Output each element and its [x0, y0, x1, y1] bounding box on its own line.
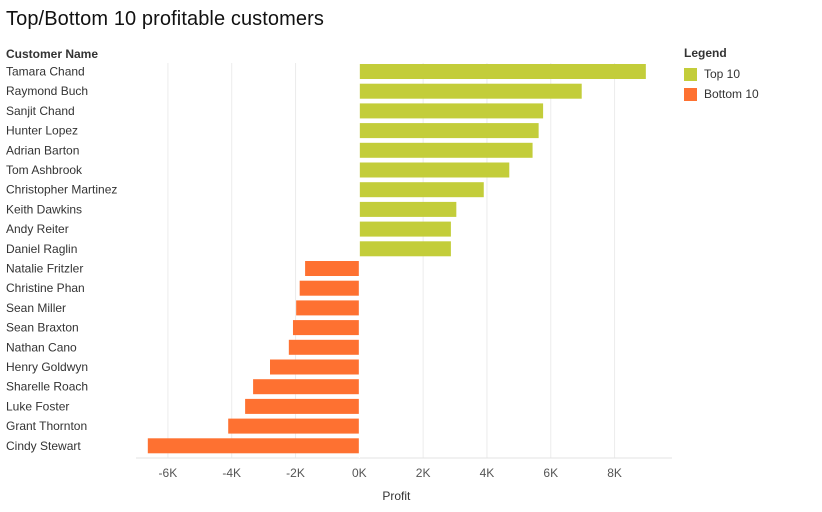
category-label: Christine Phan	[6, 281, 85, 295]
legend-swatch-top-10	[684, 67, 697, 81]
category-label: Andy Reiter	[6, 222, 69, 236]
category-label: Sean Braxton	[6, 321, 79, 335]
legend-swatch-bottom-10	[684, 87, 697, 101]
category-label: Sharelle Roach	[6, 380, 88, 394]
legend-item-bottom-10[interactable]: Bottom 10	[684, 84, 759, 104]
x-tick-label: 0K	[352, 466, 367, 480]
legend-item-top-10[interactable]: Top 10	[684, 64, 759, 84]
bar	[359, 241, 451, 257]
legend: Legend Top 10 Bottom 10	[684, 46, 759, 104]
category-label: Luke Foster	[6, 399, 69, 413]
x-tick-label: 2K	[416, 466, 431, 480]
legend-label-top-10: Top 10	[704, 67, 741, 81]
bar	[359, 123, 539, 139]
bar	[305, 261, 360, 276]
bar	[288, 339, 360, 355]
category-label: Henry Goldwyn	[6, 360, 88, 374]
category-label: Tom Ashbrook	[6, 163, 83, 177]
bar	[228, 418, 360, 434]
bar	[253, 379, 360, 395]
row-header: Customer Name	[6, 47, 99, 61]
x-tick-label: -4K	[222, 466, 241, 480]
x-tick-label: -6K	[159, 466, 178, 480]
category-label: Sean Miller	[6, 301, 66, 315]
x-tick-label: 8K	[607, 466, 622, 480]
bar	[299, 280, 360, 296]
bar	[147, 438, 360, 454]
bar	[359, 83, 582, 99]
chart-title: Top/Bottom 10 profitable customers	[6, 8, 324, 30]
category-label: Cindy Stewart	[6, 439, 81, 453]
bar	[292, 320, 360, 336]
bar	[270, 359, 360, 375]
category-label: Daniel Raglin	[6, 242, 77, 256]
bar	[359, 64, 646, 79]
x-axis-title: Profit	[382, 489, 411, 503]
category-label: Keith Dawkins	[6, 202, 82, 216]
legend-label-bottom-10: Bottom 10	[704, 87, 759, 101]
category-label: Christopher Martinez	[6, 183, 117, 197]
bar	[359, 103, 544, 119]
category-label: Raymond Buch	[6, 84, 88, 98]
category-label: Sanjit Chand	[6, 104, 75, 118]
bar	[296, 300, 360, 316]
bar	[359, 182, 484, 198]
category-label: Adrian Barton	[6, 143, 79, 157]
category-label: Natalie Fritzler	[6, 262, 83, 276]
x-tick-label: 4K	[480, 466, 495, 480]
bar	[245, 398, 360, 414]
category-label: Nathan Cano	[6, 340, 77, 354]
bar	[359, 221, 451, 237]
x-tick-label: -2K	[286, 466, 305, 480]
x-tick-label: 6K	[543, 466, 558, 480]
bar	[359, 162, 510, 178]
legend-title: Legend	[684, 46, 727, 60]
category-label: Tamara Chand	[6, 65, 85, 79]
bar	[359, 201, 457, 217]
category-label: Hunter Lopez	[6, 124, 78, 138]
category-label: Grant Thornton	[6, 419, 87, 433]
bar	[359, 142, 533, 158]
